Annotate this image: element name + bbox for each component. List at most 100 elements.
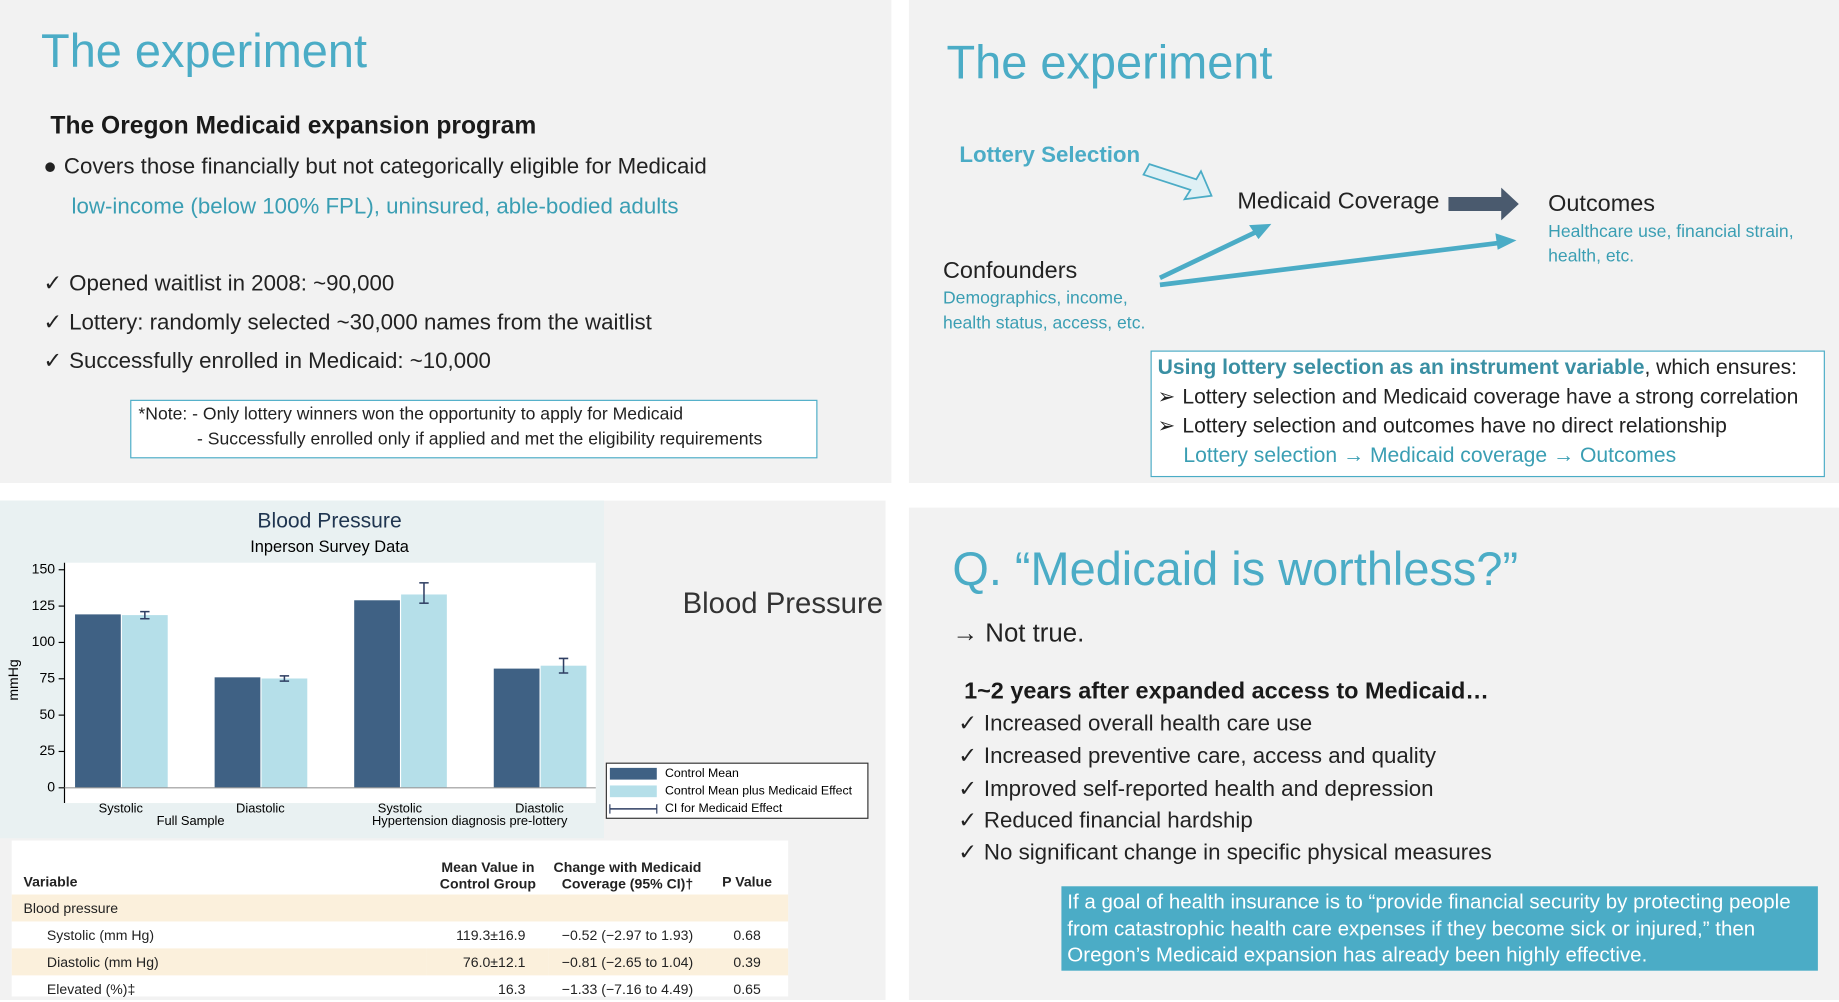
- legend-label: Control Mean: [665, 766, 739, 780]
- node-label: Medicaid Coverage: [1237, 188, 1440, 215]
- check-item: No significant change in specific physic…: [958, 841, 1492, 866]
- error-bar: [279, 675, 290, 682]
- check-item: Opened waitlist in 2008: ~90,000: [43, 272, 394, 297]
- legend-label: Control Mean plus Medicaid Effect: [665, 784, 853, 798]
- header-cell: Variable: [23, 873, 78, 890]
- header-cell: Mean Value in Control Group: [439, 859, 536, 893]
- x-tick-label: Systolic: [378, 800, 423, 815]
- box-point: Lottery selection and outcomes have no d…: [1158, 414, 1727, 438]
- node-detail: health status, access, etc.: [942, 313, 1146, 333]
- y-tick-label: 100: [32, 633, 56, 649]
- note-line: - Successfully enrolled only if applied …: [197, 429, 763, 450]
- bar: [214, 677, 261, 788]
- node-detail: Healthcare use, financial strain,: [1548, 221, 1794, 242]
- y-tick-label: 150: [32, 560, 56, 576]
- subtitle: 1~2 years after expanded access to Medic…: [964, 678, 1489, 705]
- group-label: Full Sample: [157, 813, 225, 828]
- note-box: *Note: - Only lottery winners won the op…: [130, 399, 818, 459]
- box-point: Lottery selection and Medicaid coverage …: [1158, 385, 1798, 409]
- slide-label: Blood Pressure: [682, 587, 884, 621]
- error-bar: [140, 610, 150, 620]
- check-item: Improved self-reported health and depres…: [958, 777, 1434, 802]
- slide-title: The experiment: [41, 25, 368, 78]
- table-cell: 0.68: [733, 926, 761, 944]
- box-heading: Using lottery selection as an instrument…: [1157, 355, 1797, 379]
- header-row: Variable Mean Value in Control Group Cha…: [12, 841, 788, 895]
- quote-box: If a goal of health insurance is to “pro…: [1061, 886, 1818, 971]
- y-tick-label: 0: [47, 779, 55, 795]
- bar: [354, 600, 400, 788]
- table-cell: 16.3: [498, 980, 526, 998]
- table-cell: Systolic (mm Hg): [46, 926, 155, 944]
- check-item: Successfully enrolled in Medicaid: ~10,0…: [43, 349, 491, 375]
- table-cell: 0.65: [733, 980, 761, 998]
- error-bar: [558, 657, 569, 674]
- heading-bold: Using lottery selection as an instrument…: [1157, 355, 1645, 379]
- node-detail: health, etc.: [1548, 246, 1635, 267]
- results-table: Variable Mean Value in Control Group Cha…: [11, 841, 789, 1002]
- check-item: Reduced financial hardship: [958, 809, 1253, 834]
- slide: Q. “Medicaid is worthless?” → Not true. …: [908, 507, 1839, 1000]
- node-label: Confounders: [942, 257, 1078, 284]
- header-cell: P Value: [722, 873, 772, 890]
- node-label: Lottery Selection: [959, 143, 1141, 168]
- legend-swatch: [609, 785, 657, 798]
- y-tick-label: 125: [32, 597, 56, 613]
- x-tick-label: Diastolic: [515, 800, 564, 815]
- table-row: Diastolic (mm Hg) 76.0±12.1 −0.81 (−2.65 t…: [11, 948, 789, 976]
- table-wrap: Variable Mean Value in Control Group Cha…: [11, 840, 789, 997]
- check-item: Increased preventive care, access and qu…: [958, 745, 1436, 770]
- y-tick-label: 25: [39, 742, 55, 758]
- x-tick-label: Systolic: [99, 800, 144, 815]
- legend-label: CI for Medicaid Effect: [665, 801, 783, 815]
- arrow-head: [1249, 223, 1272, 240]
- chart-subtitle: Inperson Survey Data: [250, 538, 410, 556]
- bar: [121, 615, 168, 788]
- table-cell: −0.52 (−2.97 to 1.93): [561, 926, 694, 944]
- table-cell: Elevated (%)‡: [46, 980, 136, 998]
- arrow-line: [1159, 240, 1502, 288]
- box-path: Lottery selection → Medicaid coverage → …: [1183, 443, 1677, 467]
- section-cell: Blood pressure: [23, 899, 119, 917]
- diagram-arrows: [1142, 163, 1519, 288]
- table-cell: Diastolic (mm Hg): [46, 953, 159, 971]
- arrow: [1142, 163, 1213, 201]
- check-item: Increased overall health care use: [958, 712, 1312, 737]
- table-cell: −0.81 (−2.65 to 1.04): [561, 953, 694, 971]
- table-row: Elevated (%)‡ 16.3 −1.33 (−7.16 to 4.49) 0.…: [12, 975, 788, 1002]
- arrow-head: [1495, 233, 1517, 250]
- table-row: Systolic (mm Hg) 119.3±16.9 −0.52 (−2.97 t…: [12, 921, 788, 948]
- y-tick-label: 75: [39, 669, 55, 685]
- slide: The experiment The Oregon Medicaid expan…: [0, 0, 892, 483]
- x-tick-label: Diastolic: [236, 800, 285, 815]
- slide: The experiment Lottery Selection Medicai…: [908, 0, 1839, 483]
- heading-rest: , which ensures:: [1644, 355, 1797, 379]
- subtitle: The Oregon Medicaid expansion program: [50, 112, 537, 140]
- chart: Blood Pressure Inperson Survey Data mmHg…: [5, 509, 596, 828]
- legend-swatch: [609, 767, 657, 780]
- slide-title: Q. “Medicaid is worthless?”: [952, 543, 1519, 596]
- section-row: Blood pressure: [11, 894, 789, 922]
- table-cell: 76.0±12.1: [462, 953, 526, 971]
- arrow: [1448, 187, 1519, 221]
- node-label: Outcomes: [1548, 191, 1656, 217]
- note-line: *Note: - Only lottery winners won the op…: [138, 404, 684, 425]
- check-item: Lottery: randomly selected ~30,000 names…: [43, 311, 652, 336]
- iv-box: Using lottery selection as an instrument…: [1150, 350, 1825, 478]
- bar: [261, 678, 308, 788]
- bullet-detail: low-income (below 100% FPL), uninsured, …: [71, 194, 679, 220]
- answer: → Not true.: [952, 617, 1085, 648]
- bullet: Covers those financially but not categor…: [43, 155, 707, 180]
- table-cell: 119.3±16.9: [456, 926, 526, 944]
- bar: [75, 614, 121, 788]
- y-axis-label: mmHg: [5, 659, 21, 700]
- table-cell: −1.33 (−7.16 to 4.49): [561, 980, 694, 998]
- arrow-line: [1158, 227, 1262, 280]
- slide-title: The experiment: [946, 37, 1273, 90]
- table-cell: 0.39: [733, 953, 761, 971]
- bar: [540, 665, 587, 788]
- chart-title: Blood Pressure: [257, 509, 401, 532]
- legend: Control Mean Control Mean plus Medicaid E…: [605, 762, 869, 819]
- error-bar: [419, 582, 429, 604]
